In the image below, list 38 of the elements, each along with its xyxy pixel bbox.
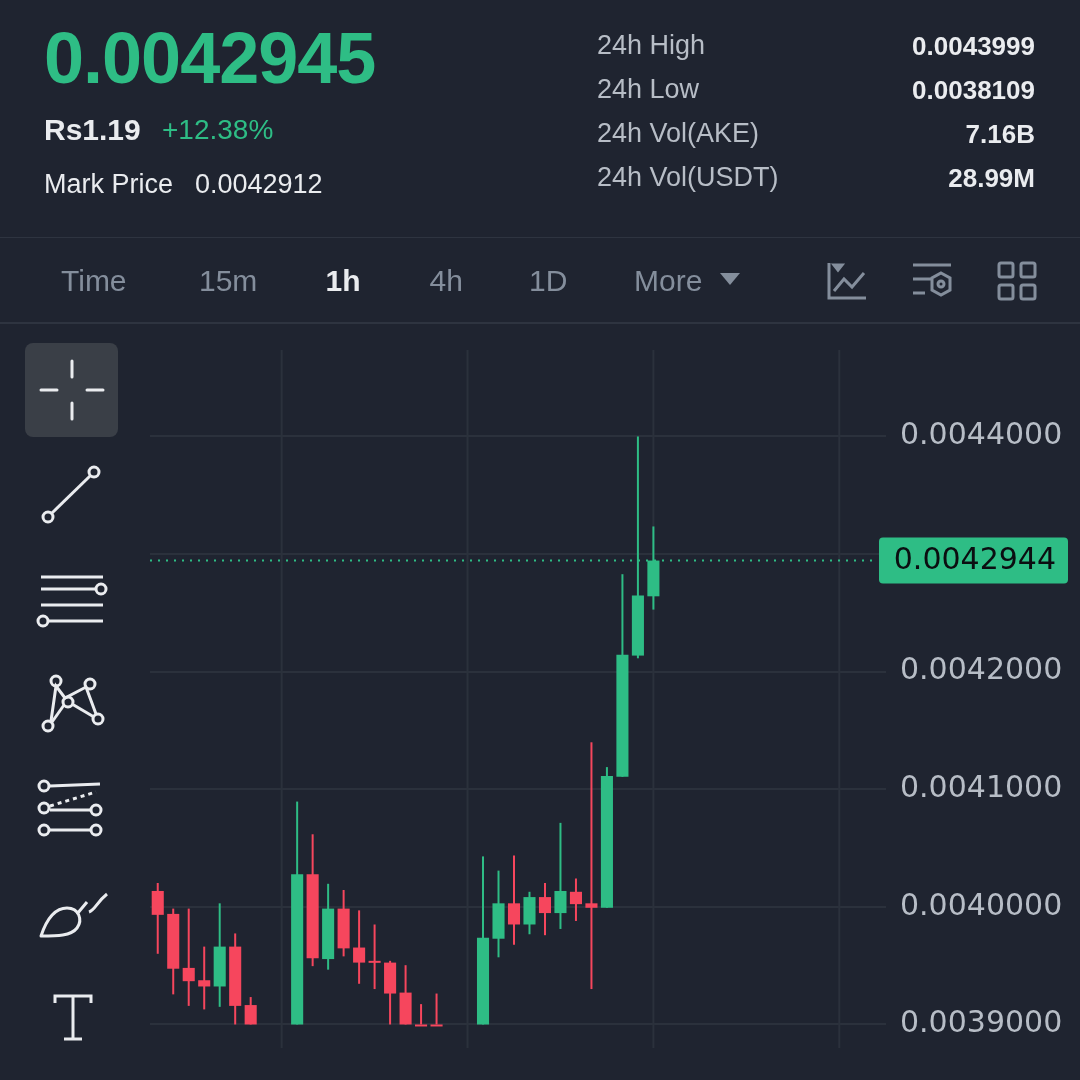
text: +12.38% xyxy=(162,114,274,145)
text: 24h Vol(USDT) xyxy=(597,162,779,192)
text: 24h Low xyxy=(597,74,700,104)
text: 0.0042912 xyxy=(195,169,323,199)
candlestick xyxy=(353,909,366,985)
candlestick xyxy=(151,881,164,955)
text: 24h High xyxy=(597,30,706,60)
text: 4h xyxy=(429,264,463,297)
candlestick xyxy=(507,854,521,946)
y-tick-label: 0.0041000 xyxy=(900,769,1063,805)
y-tick-label: 0.0042000 xyxy=(900,651,1063,687)
candlestick xyxy=(368,923,381,991)
text: 1D xyxy=(529,264,568,297)
text: 0.0038109 xyxy=(912,75,1035,105)
candlestick xyxy=(182,907,195,1007)
text: More xyxy=(634,264,703,297)
candlestick xyxy=(585,741,598,991)
text: Mark Price xyxy=(44,169,174,199)
candlestick xyxy=(430,992,443,1027)
y-tick-label: 0.0044000 xyxy=(900,416,1063,452)
candlestick xyxy=(244,996,257,1026)
text: 24h Vol(AKE) xyxy=(597,118,760,148)
text: 1h xyxy=(325,264,361,297)
text: 7.16B xyxy=(965,119,1035,149)
ref-line-label: 0.0042944 xyxy=(893,541,1056,577)
candlestick xyxy=(569,877,582,922)
candlestick xyxy=(538,881,552,937)
y-tick-label: 0.0039000 xyxy=(900,1004,1063,1040)
text: 28.99M xyxy=(948,163,1035,193)
text: 15m xyxy=(199,264,258,297)
y-tick-label: 0.0040000 xyxy=(900,886,1063,922)
candlestick xyxy=(415,1003,428,1027)
candlestick xyxy=(554,821,567,930)
text: Time xyxy=(61,264,127,297)
text: 0.0043999 xyxy=(912,31,1035,61)
text: Rs1.19 xyxy=(44,113,141,146)
candlestick xyxy=(198,945,211,1011)
chart-title: 0.0042945 xyxy=(44,18,376,98)
